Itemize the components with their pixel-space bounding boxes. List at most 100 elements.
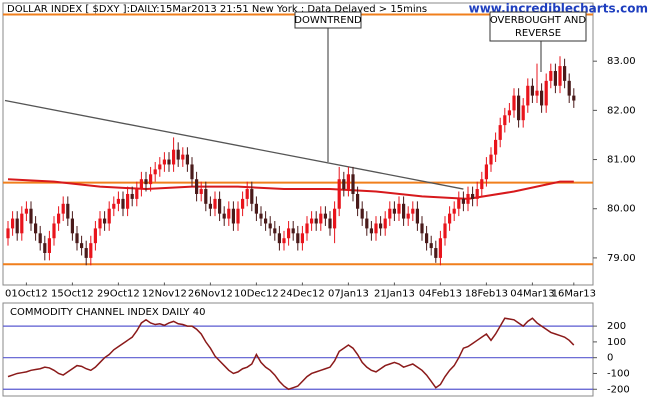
candle-body bbox=[310, 218, 314, 224]
candle-body bbox=[411, 208, 415, 214]
candle-body bbox=[52, 223, 56, 239]
candle-body bbox=[273, 228, 277, 234]
candle-body bbox=[425, 233, 429, 244]
candle-body bbox=[80, 243, 84, 249]
candle-body bbox=[70, 218, 74, 234]
candle-body bbox=[397, 203, 401, 214]
candle-body bbox=[218, 198, 222, 214]
x-tick-label: 04Mar13 bbox=[510, 289, 554, 300]
candle-body bbox=[282, 238, 286, 244]
candle-body bbox=[190, 164, 194, 180]
y-tick-label: 80.00 bbox=[607, 204, 636, 215]
candle-body bbox=[57, 213, 61, 224]
x-tick-label: 29Oct12 bbox=[97, 289, 140, 300]
candle-body bbox=[43, 243, 47, 253]
candle-body bbox=[328, 218, 332, 229]
y-tick-label: 0 bbox=[607, 353, 613, 364]
candle-body bbox=[103, 218, 107, 224]
candle-body bbox=[268, 223, 272, 229]
candle-body bbox=[461, 198, 465, 204]
candle-body bbox=[29, 208, 33, 224]
y-tick-label: -200 bbox=[607, 384, 630, 395]
candle-body bbox=[135, 189, 139, 199]
candle-body bbox=[296, 233, 300, 244]
candle-body bbox=[162, 159, 166, 165]
candle-body bbox=[379, 223, 383, 229]
candle-body bbox=[466, 193, 470, 204]
candle-body bbox=[139, 179, 143, 190]
candle-body bbox=[553, 71, 557, 86]
y-tick-label: -100 bbox=[607, 368, 630, 379]
candle-body bbox=[199, 189, 203, 194]
candle-body bbox=[535, 90, 539, 96]
x-tick-label: 21Jan13 bbox=[374, 289, 415, 300]
candle-body bbox=[195, 179, 199, 194]
chart-title: DOLLAR INDEX [ $DXY ]:DAILY:15Mar2013 21… bbox=[7, 4, 427, 15]
candle-body bbox=[342, 179, 346, 190]
candle-body bbox=[540, 90, 544, 106]
candle-body bbox=[254, 203, 258, 214]
cci-panel bbox=[2, 302, 594, 397]
candle-body bbox=[369, 228, 373, 234]
candle-body bbox=[172, 149, 176, 165]
candle-body bbox=[434, 248, 438, 258]
annotation-text: OVERBOUGHT AND bbox=[490, 15, 587, 26]
candle-body bbox=[11, 218, 15, 229]
candle-body bbox=[277, 233, 281, 244]
candle-body bbox=[530, 85, 534, 96]
x-tick-label: 04Feb13 bbox=[419, 289, 462, 300]
annotation-text: DOWNTREND bbox=[294, 15, 362, 26]
candle-body bbox=[480, 179, 484, 190]
candle-body bbox=[213, 198, 217, 209]
candle-body bbox=[507, 110, 511, 116]
moving-average bbox=[7, 178, 574, 200]
candle-body bbox=[305, 223, 309, 234]
candle-body bbox=[521, 105, 525, 121]
candle-body bbox=[38, 233, 42, 244]
candle-body bbox=[360, 208, 364, 219]
candle-body bbox=[241, 198, 245, 209]
candle-body bbox=[75, 233, 79, 244]
x-tick-label: 26Nov12 bbox=[188, 289, 233, 300]
candle-body bbox=[208, 203, 212, 209]
candle-body bbox=[176, 149, 180, 160]
y-tick-label: 82.00 bbox=[607, 105, 636, 116]
candle-body bbox=[314, 218, 318, 224]
candle-body bbox=[319, 213, 323, 224]
y-tick-label: 200 bbox=[607, 321, 626, 332]
candle-body bbox=[15, 218, 19, 234]
x-tick-label: 10Dec12 bbox=[234, 289, 279, 300]
candle-body bbox=[20, 213, 24, 234]
y-tick-label: 100 bbox=[607, 337, 626, 348]
candle-body bbox=[287, 228, 291, 239]
candle-body bbox=[66, 203, 70, 219]
candle-body bbox=[245, 189, 249, 199]
candle-body bbox=[406, 213, 410, 219]
candle-body bbox=[227, 208, 231, 219]
candle-body bbox=[61, 203, 65, 214]
candle-body bbox=[374, 223, 378, 234]
candle-body bbox=[121, 198, 125, 209]
candle-body bbox=[346, 174, 350, 190]
candle-body bbox=[323, 213, 327, 219]
candle-body bbox=[549, 71, 553, 81]
candle-body bbox=[489, 154, 493, 165]
candle-body bbox=[471, 193, 475, 199]
cci-line bbox=[7, 317, 575, 391]
candle-body bbox=[544, 80, 548, 106]
candle-body bbox=[356, 193, 360, 209]
candle-body bbox=[388, 208, 392, 219]
candle-body bbox=[89, 243, 93, 258]
x-tick-label: 16Mar13 bbox=[552, 289, 596, 300]
candle-body bbox=[149, 174, 153, 185]
candle-body bbox=[484, 164, 488, 180]
candle-body bbox=[264, 218, 268, 224]
candle-body bbox=[558, 66, 562, 86]
candle-body bbox=[24, 208, 28, 214]
candle-body bbox=[204, 189, 208, 204]
candle-body bbox=[402, 203, 406, 219]
candle-body bbox=[420, 223, 424, 234]
candle-body bbox=[98, 218, 102, 229]
candle-body bbox=[333, 208, 337, 229]
candle-body bbox=[112, 203, 116, 209]
